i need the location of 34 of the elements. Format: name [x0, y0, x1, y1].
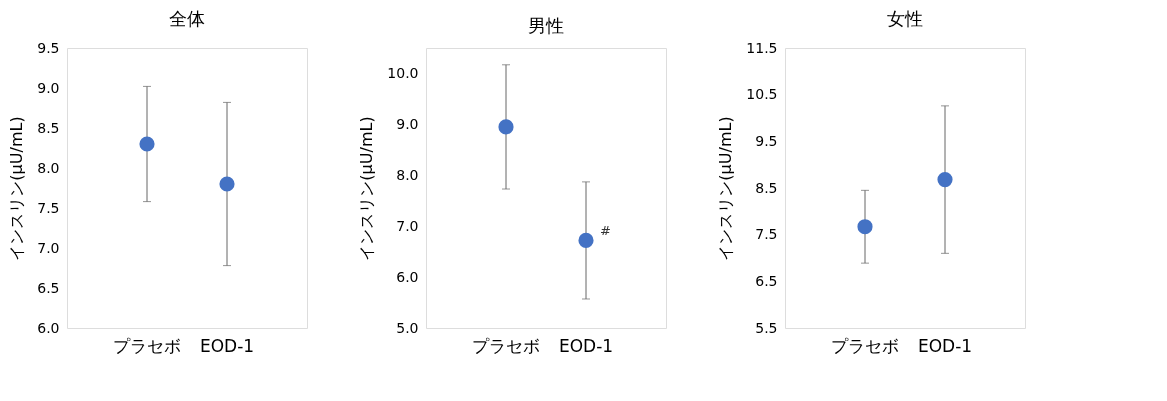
- x-tick-label: プラセボ: [113, 335, 181, 356]
- y-tick-label: 7.5: [37, 199, 60, 216]
- y-tick-label: 10.5: [746, 86, 778, 103]
- y-tick-label: 9.0: [396, 115, 419, 132]
- x-tick-label: EOD-1: [558, 335, 614, 356]
- y-tick-label: 6.5: [755, 272, 778, 289]
- chart-title: 全体: [169, 8, 205, 29]
- y-tick-label: 10.0: [387, 64, 419, 81]
- y-axis-title: インスリン(μU/mL): [357, 116, 377, 261]
- y-tick-label: 7.0: [396, 217, 419, 234]
- y-tick-label: 7.0: [37, 239, 60, 256]
- y-tick-label: 8.5: [37, 119, 60, 136]
- y-tick-label: 7.5: [755, 226, 778, 243]
- y-tick-label: 9.5: [37, 39, 60, 56]
- y-tick-label: 5.5: [755, 319, 778, 336]
- annotation: #: [600, 223, 611, 239]
- y-tick-label: 5.0: [396, 319, 419, 336]
- y-tick-label: 9.5: [755, 132, 778, 149]
- y-tick-label: 8.5: [755, 179, 778, 196]
- y-tick-label: 8.0: [37, 159, 60, 176]
- x-tick-label: プラセボ: [472, 335, 540, 356]
- y-tick-label: 8.0: [396, 166, 419, 183]
- y-tick-label: 6.5: [37, 279, 60, 296]
- y-axis-title: インスリン(μU/mL): [716, 116, 736, 261]
- chart-title: 男性: [528, 15, 564, 36]
- y-tick-label: 11.5: [746, 39, 778, 56]
- y-tick-label: 6.0: [37, 319, 60, 336]
- x-tick-label: プラセボ: [831, 335, 899, 356]
- y-tick-label: 6.0: [396, 268, 419, 285]
- y-axis-title: インスリン(μU/mL): [7, 116, 27, 261]
- x-tick-label: EOD-1: [917, 335, 973, 356]
- x-tick-label: EOD-1: [199, 335, 255, 356]
- y-tick-label: 9.0: [37, 79, 60, 96]
- chart-title: 女性: [887, 8, 923, 29]
